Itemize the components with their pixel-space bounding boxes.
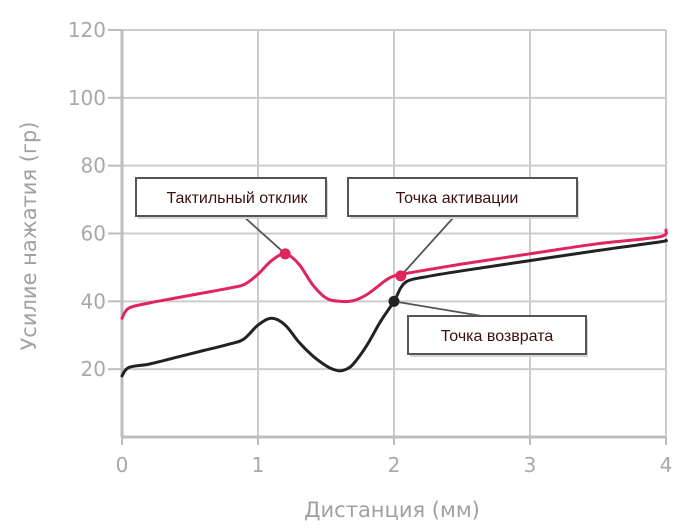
data-point-actuation [395,270,407,282]
data-point-reset [388,295,400,307]
data-point-tactile [279,248,291,260]
x-tick-label: 3 [524,453,537,477]
callout-tactile: Тактильный отклик [135,177,328,219]
x-tick-label: 1 [252,453,265,477]
grid [122,29,667,437]
y-tick-label: 100 [68,86,106,110]
callouts: Тактильный отклик Точка активации Точка во… [135,177,588,357]
y-tick-label: 40 [81,289,106,313]
callout-label-actuation: Точка активации [396,190,519,207]
y-axis-title: Усилие нажатия (гр) [17,122,41,351]
callout-box [407,315,587,355]
callout-box [347,177,578,217]
x-tick-label: 0 [116,453,129,477]
axes [108,29,667,445]
callout-leader-actuation [400,207,463,277]
callout-reset: Точка возврата [407,315,588,357]
y-tick-label: 60 [81,222,106,246]
callout-actuation: Точка активации [347,177,579,219]
y-tick-label: 20 [81,357,106,381]
series-line-reset [120,238,668,378]
callout-label-tactile: Тактильный отклик [166,190,308,207]
callout-box [135,177,327,217]
callout-label-reset: Точка возврата [441,328,554,345]
series-lines [120,228,668,378]
y-tick-label: 120 [68,18,106,42]
x-tick-label: 2 [388,453,401,477]
y-tick-label: 80 [81,154,106,178]
tick-labels: 0 1 2 3 4 20 40 60 80 100 120 [68,18,673,477]
data-points [279,248,407,307]
series-line-actuation [120,228,668,320]
x-tick-label: 4 [660,453,673,477]
x-axis-title: Дистанция (мм) [304,498,480,522]
